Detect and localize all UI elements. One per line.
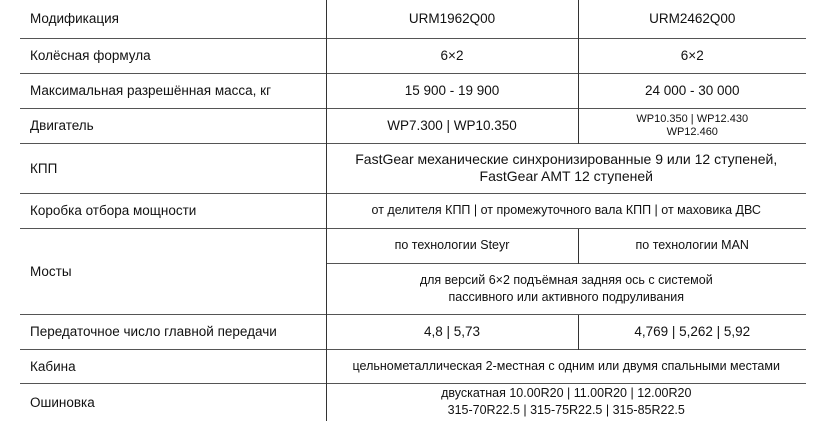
cell-value: 24 000 - 30 000 bbox=[577, 72, 806, 108]
cell-value: FastGear механические синхронизированные… bbox=[325, 142, 806, 193]
row-label: КПП bbox=[20, 142, 326, 193]
cell-line: FastGear механические синхронизированные… bbox=[355, 151, 778, 167]
cell-value: WP7.300 | WP10.350 bbox=[325, 107, 578, 143]
cell-line: для версий 6×2 подъёмная задняя ось с си… bbox=[419, 272, 713, 287]
cell-line: WP12.460 bbox=[666, 125, 718, 138]
table-row: Мосты по технологии Steyr по технологии … bbox=[20, 227, 806, 314]
header-model-1: URM1962Q00 bbox=[325, 0, 578, 38]
cell-line: двускатная 10.00R20 | 11.00R20 | 12.00R2… bbox=[441, 386, 692, 401]
row-label: Передаточное число главной передачи bbox=[20, 313, 326, 349]
table-row: Кабина цельнометаллическая 2-местная с о… bbox=[20, 348, 806, 383]
cell-value: 6×2 bbox=[577, 37, 806, 73]
cell-value: от делителя КПП | от промежуточного вала… bbox=[325, 192, 806, 228]
cell-value: для версий 6×2 подъёмная задняя ось с си… bbox=[325, 262, 806, 314]
header-label: Модификация bbox=[30, 11, 119, 27]
cell-line: WP10.350 | WP12.430 bbox=[636, 112, 749, 125]
cell-value: цельнометаллическая 2-местная с одним ил… bbox=[325, 348, 806, 383]
row-label: Двигатель bbox=[20, 107, 326, 143]
table-row: Ошиновка двускатная 10.00R20 | 11.00R20 … bbox=[20, 382, 806, 421]
cell-value: WP10.350 | WP12.430 WP12.460 bbox=[577, 107, 806, 143]
table-row: Колёсная формула 6×2 6×2 bbox=[20, 37, 806, 73]
cell-value: 15 900 - 19 900 bbox=[325, 72, 578, 108]
specs-table: Модификация URM1962Q00 URM2462Q00 Колёсн… bbox=[20, 0, 806, 421]
cell-line: пассивного или активного подруливания bbox=[448, 289, 685, 304]
table-row: для версий 6×2 подъёмная задняя ось с си… bbox=[20, 262, 806, 314]
cell-value: 4,8 | 5,73 bbox=[325, 313, 578, 349]
cell-line: 315-70R22.5 | 315-75R22.5 | 315-85R22.5 bbox=[447, 403, 685, 418]
table-row: Передаточное число главной передачи 4,8 … bbox=[20, 313, 806, 349]
cell-value: 6×2 bbox=[325, 37, 578, 73]
row-label: Колёсная формула bbox=[20, 37, 326, 73]
header-model-2: URM2462Q00 bbox=[577, 0, 806, 38]
cell-value: по технологии MAN bbox=[577, 227, 806, 263]
cell-value: по технологии Steyr bbox=[325, 227, 578, 263]
table-row: КПП FastGear механические синхронизирова… bbox=[20, 142, 806, 193]
row-label: Коробка отбора мощности bbox=[20, 192, 326, 228]
table-row-header: Модификация URM1962Q00 URM2462Q00 bbox=[20, 0, 806, 38]
cell-value: двускатная 10.00R20 | 11.00R20 | 12.00R2… bbox=[325, 382, 806, 421]
table-row: Коробка отбора мощности от делителя КПП … bbox=[20, 192, 806, 228]
row-label: Кабина bbox=[20, 348, 326, 383]
row-label: Максимальная разрешённая масса, кг bbox=[20, 72, 326, 108]
cell-value: 4,769 | 5,262 | 5,92 bbox=[577, 313, 806, 349]
table-row: Двигатель WP7.300 | WP10.350 WP10.350 | … bbox=[20, 107, 806, 143]
row-label: Ошиновка bbox=[20, 382, 326, 421]
row-label: Мосты bbox=[20, 227, 326, 314]
cell-line: FastGear AMT 12 ступеней bbox=[479, 168, 653, 184]
table-row: Максимальная разрешённая масса, кг 15 90… bbox=[20, 72, 806, 108]
